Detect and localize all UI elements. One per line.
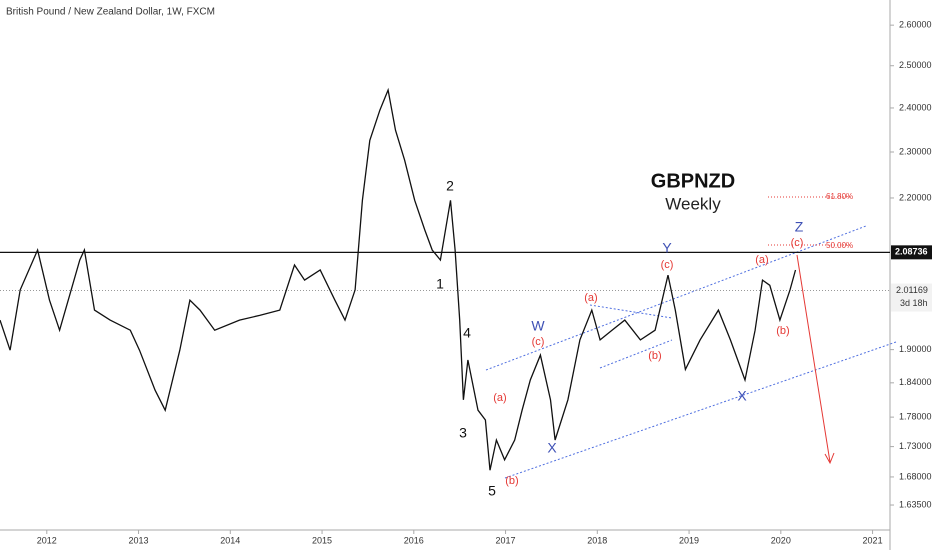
y-tick-label: 1.73000 [899, 441, 932, 451]
price-label: 2.01169 [896, 285, 928, 295]
wave-label: 2 [446, 178, 454, 194]
wave-label: Y [662, 240, 672, 256]
fib-label: 50.00% [826, 241, 853, 250]
wave-label: (a) [493, 392, 506, 404]
wave-label: W [531, 318, 545, 334]
symbol-label: GBPNZD [651, 170, 735, 192]
y-tick-label: 1.84000 [899, 377, 932, 387]
sub-channel [599, 339, 673, 369]
y-tick-label: 2.50000 [899, 60, 932, 70]
x-tick-label: 2014 [220, 535, 240, 545]
wave-label: (c) [532, 336, 545, 348]
wave-label: 4 [463, 325, 471, 341]
wave-label: Z [795, 219, 804, 235]
x-tick-label: 2013 [129, 535, 149, 545]
level-label-bg [891, 245, 932, 260]
wave-label: 3 [459, 425, 467, 441]
channel-lower [504, 341, 897, 479]
wave-label: (b) [505, 475, 518, 487]
price-line [0, 87, 797, 471]
wave-label: X [737, 388, 747, 404]
x-tick-label: 2012 [37, 535, 57, 545]
y-tick-label: 2.40000 [899, 102, 932, 112]
y-tick-label: 2.60000 [899, 20, 932, 30]
wave-label: (b) [776, 325, 789, 337]
x-tick-label: 2015 [312, 535, 332, 545]
level-label: 2.08736 [895, 247, 928, 257]
wave-label: (b) [648, 350, 661, 362]
channel-upper [485, 225, 867, 371]
x-tick-label: 2017 [496, 535, 516, 545]
y-tick-label: 1.78000 [899, 411, 932, 421]
wave-label: X [547, 440, 557, 456]
y-tick-label: 1.68000 [899, 471, 932, 481]
wave-label: (c) [791, 237, 804, 249]
price-label-bg [891, 283, 932, 312]
y-tick-label: 2.20000 [899, 192, 932, 202]
x-tick-label: 2021 [863, 535, 883, 545]
projection-arrow [796, 254, 831, 463]
arrow-head [824, 452, 835, 465]
wave-label: (c) [661, 259, 674, 271]
y-tick-label: 1.90000 [899, 344, 932, 354]
x-tick-label: 2018 [587, 535, 607, 545]
x-tick-label: 2016 [404, 535, 424, 545]
x-tick-label: 2020 [771, 535, 791, 545]
fib-label: 61.80% [826, 192, 853, 201]
wave-label: 1 [436, 276, 444, 292]
y-tick-label: 2.30000 [899, 146, 932, 156]
chart-title: British Pound / New Zealand Dollar, 1W, … [6, 7, 215, 18]
y-tick-label: 1.63500 [899, 499, 932, 509]
wave-label: 5 [488, 483, 496, 499]
x-tick-label: 2019 [679, 535, 699, 545]
wave-label: (a) [755, 254, 768, 266]
countdown: 3d 18h [900, 298, 928, 308]
wave-label: (a) [584, 292, 597, 304]
timeframe-label: Weekly [665, 194, 721, 213]
